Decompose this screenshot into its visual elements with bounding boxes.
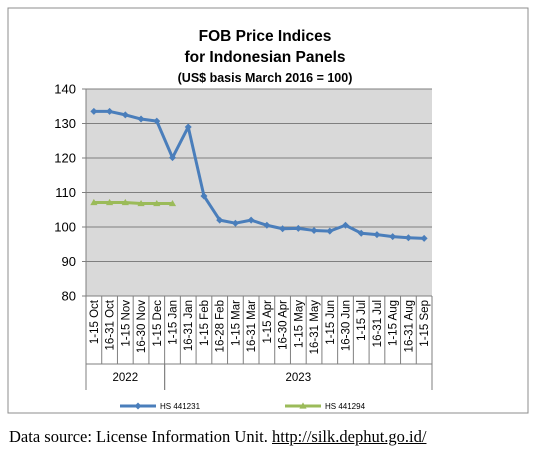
x-tick-label: 1-15 Aug xyxy=(388,300,400,346)
year-group-label: 2023 xyxy=(286,372,312,384)
x-tick-label: 16-31 Mar xyxy=(246,300,258,353)
legend-swatch-marker xyxy=(134,402,142,410)
data-point-marker xyxy=(168,199,177,207)
data-point-marker xyxy=(420,234,428,242)
data-point-marker xyxy=(326,227,334,235)
x-tick-label: 16-31 Oct xyxy=(105,299,117,350)
data-point-marker xyxy=(137,199,145,207)
x-tick-label: 1-15 May xyxy=(293,300,305,348)
data-point-marker xyxy=(279,225,287,233)
x-tick-label: 16-30 Nov xyxy=(136,300,148,353)
y-tick-label: 80 xyxy=(62,289,76,304)
legend-label: HS 441294 xyxy=(325,402,366,411)
data-point-marker xyxy=(310,226,318,234)
data-point-marker xyxy=(216,216,224,224)
x-tick-label: 1-15 Jun xyxy=(325,300,337,345)
data-point-marker xyxy=(121,198,129,206)
data-point-marker xyxy=(200,192,208,200)
x-tick-label: 1-15 Mar xyxy=(230,300,242,346)
data-point-marker xyxy=(153,117,161,125)
y-tick-label: 120 xyxy=(54,151,76,166)
x-tick-label: 16-31 Jan xyxy=(183,300,195,351)
x-tick-label: 16-30 Apr xyxy=(278,300,290,350)
data-point-marker xyxy=(404,234,412,242)
legend-swatch-marker xyxy=(299,402,307,409)
y-tick-label: 140 xyxy=(54,82,76,97)
x-tick-label: 16-28 Feb xyxy=(215,300,227,352)
caption-text: Data source: License Information Unit. xyxy=(9,427,272,446)
data-point-marker xyxy=(357,229,365,237)
data-point-marker xyxy=(153,199,161,207)
x-tick-label: 16-31 May xyxy=(309,300,321,355)
data-point-marker xyxy=(263,221,271,229)
data-point-marker xyxy=(169,154,176,162)
x-tick-label: 1-15 Feb xyxy=(199,300,211,346)
data-point-marker xyxy=(106,107,114,115)
chart-basis-note: (US$ basis March 2016 = 100) xyxy=(177,71,353,85)
x-tick-label: 1-15 Sep xyxy=(419,300,431,347)
x-tick-label: 1-15 Nov xyxy=(120,300,132,347)
data-point-marker xyxy=(105,198,114,206)
x-tick-label: 1-15 Jul xyxy=(356,300,368,341)
x-tick-label: 1-15 Dec xyxy=(152,300,164,347)
y-tick-label: 110 xyxy=(55,185,76,200)
x-tick-label: 1-15 Oct xyxy=(89,299,101,344)
data-point-marker xyxy=(389,233,397,241)
series-line-2 xyxy=(93,201,173,206)
y-tick-label: 90 xyxy=(62,254,76,269)
year-group-label: 2022 xyxy=(113,372,139,384)
data-point-marker xyxy=(231,219,239,227)
legend-label: HS 441231 xyxy=(160,402,201,411)
source-link[interactable]: http://silk.dephut.go.id/ xyxy=(272,427,427,446)
x-tick-label: 16-31 Jul xyxy=(372,300,384,347)
data-point-marker xyxy=(184,123,192,131)
x-tick-label: 1-15 Jan xyxy=(168,300,180,345)
data-point-marker xyxy=(90,198,98,206)
chart-title: FOB Price Indices xyxy=(198,28,332,45)
data-point-marker xyxy=(247,216,255,224)
y-tick-label: 100 xyxy=(54,220,76,235)
data-point-marker xyxy=(294,224,302,232)
x-tick-label: 16-31 Aug xyxy=(403,300,415,352)
data-point-marker xyxy=(373,231,381,239)
data-point-marker xyxy=(342,221,349,229)
chart-subtitle: for Indonesian Panels xyxy=(184,49,346,66)
y-tick-label: 130 xyxy=(54,116,76,131)
data-point-marker xyxy=(90,107,98,115)
x-tick-label: 1-15 Apr xyxy=(262,300,274,344)
data-point-marker xyxy=(121,111,129,119)
data-point-marker xyxy=(137,115,145,123)
x-tick-label: 16-30 Jun xyxy=(341,300,353,351)
data-source-caption: Data source: License Information Unit. h… xyxy=(9,427,426,447)
series-line-1 xyxy=(93,109,425,240)
